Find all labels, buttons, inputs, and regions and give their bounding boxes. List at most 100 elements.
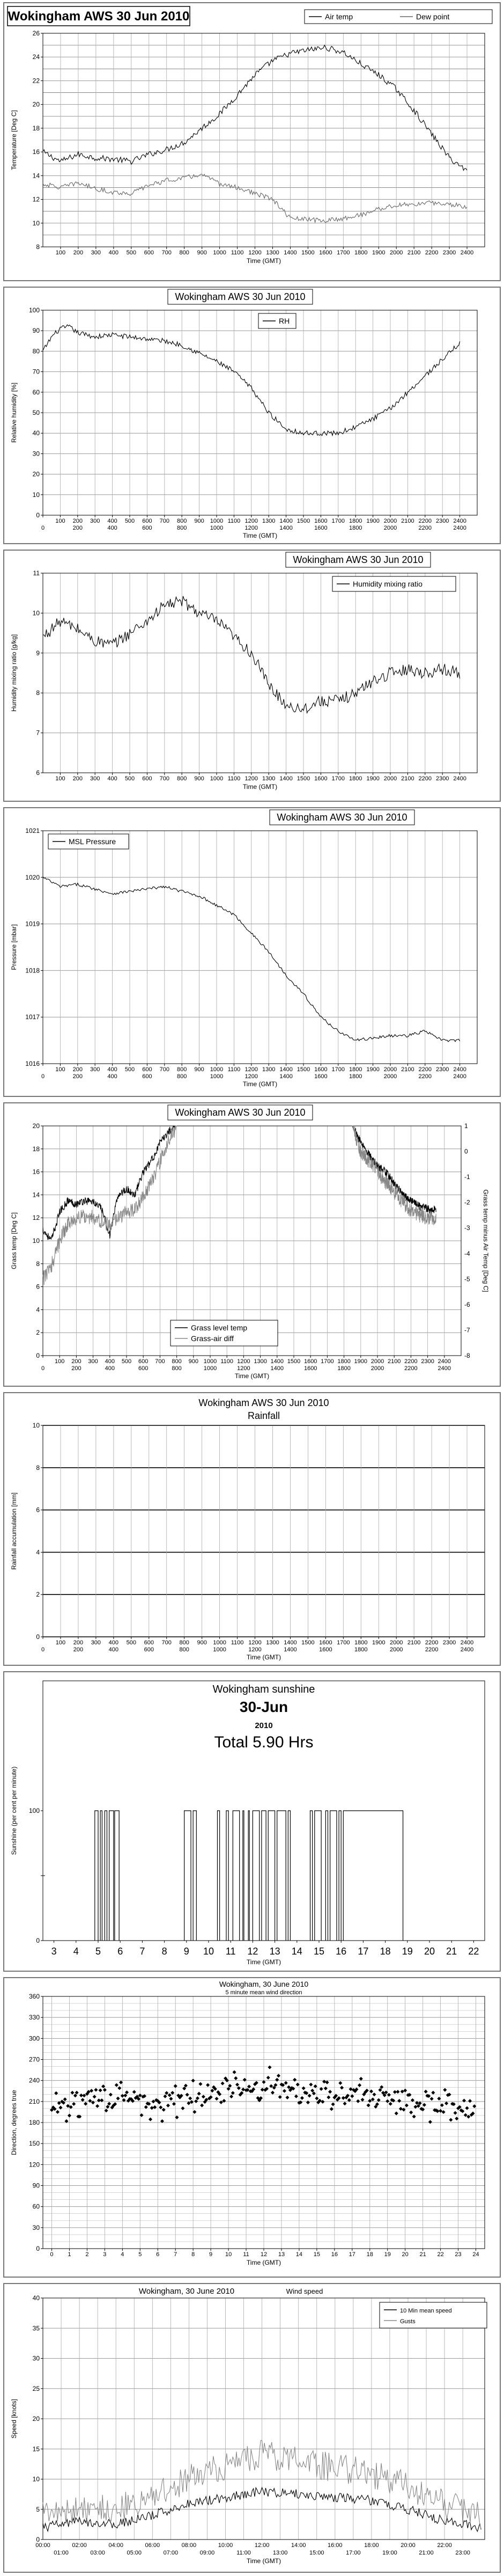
y-tick-label: 10 xyxy=(33,609,40,617)
pres-series-0-line xyxy=(42,876,461,1042)
plot-frame xyxy=(42,573,478,773)
chart-title: Wokingham, 30 June 2010 xyxy=(139,2287,234,2296)
wind-direction-point xyxy=(394,2111,398,2116)
wind-direction-point xyxy=(214,2097,219,2101)
wind-direction-point xyxy=(305,2091,309,2095)
wind-direction-point xyxy=(108,2092,113,2097)
x-tick-label-alt: 1400 xyxy=(271,1365,284,1372)
x-tick-label: 2400 xyxy=(461,1640,473,1646)
x-tick-label: 22 xyxy=(437,2251,443,2258)
sunshine-block xyxy=(343,1810,404,1941)
humidity-chart-panel: 0 10 20 30 40 50 60 70 80 90 100 0 100 200 200 300 400 40… xyxy=(3,287,501,544)
y-tick-label: 180 xyxy=(29,2119,40,2126)
title-box xyxy=(7,6,190,26)
x-tick-label: 2400 xyxy=(453,518,466,524)
wind-direction-point xyxy=(169,2097,173,2101)
wind-direction-point xyxy=(200,2103,204,2107)
wind-direction-point xyxy=(276,2074,281,2078)
wind-direction-point xyxy=(398,2106,403,2111)
x-tick-label-alt: 2400 xyxy=(461,1646,473,1653)
x-tick-label: 19 xyxy=(402,1946,413,1957)
wind-direction-point xyxy=(431,2090,435,2095)
y-axis-label: Sunshine (per cent per minute) xyxy=(10,1767,18,1855)
sunshine-block xyxy=(94,1810,99,1941)
wind-direction-point xyxy=(340,2085,344,2090)
x-tick-label: 03:00 xyxy=(90,2550,105,2556)
sunshine-block xyxy=(261,1810,266,1941)
x-tick-label: 1100 xyxy=(231,1640,244,1646)
x-tick-label: 09:00 xyxy=(200,2550,215,2556)
x-tick-label: 1500 xyxy=(297,1066,310,1073)
sunshine-block xyxy=(287,1810,291,1941)
x-tick-label: 1700 xyxy=(337,250,350,256)
x-tick-label: 2400 xyxy=(453,1066,466,1073)
wind-direction-point xyxy=(49,2108,54,2112)
title-box xyxy=(167,289,313,305)
x-tick-label: 22:00 xyxy=(437,2542,452,2549)
wind-direction-point xyxy=(341,2096,345,2100)
x-tick-label: 2200 xyxy=(425,250,438,256)
x-tick-label: 1900 xyxy=(354,1358,367,1365)
x-tick-label: 2100 xyxy=(407,1640,420,1646)
x-tick-label-alt: 1600 xyxy=(319,1646,332,1653)
x-tick-label-alt: 200 xyxy=(71,1365,81,1372)
x-tick-label: 5 xyxy=(138,2251,142,2258)
wind-direction-point xyxy=(416,2104,420,2108)
x-tick-label: 600 xyxy=(142,1066,152,1073)
x-tick-label: 2200 xyxy=(419,775,432,782)
wind-direction-point xyxy=(366,2103,370,2107)
x-tick-label: 1300 xyxy=(262,1066,275,1073)
wind-direction-point xyxy=(397,2099,402,2103)
wind-direction-point xyxy=(234,2076,238,2080)
wind-direction-point xyxy=(412,2114,416,2119)
x-tick-label: 04:00 xyxy=(108,2542,123,2549)
wind-direction-point xyxy=(136,2097,141,2101)
y-tick-label: 360 xyxy=(29,1993,40,2000)
x-tick-label: 1400 xyxy=(284,250,297,256)
x-tick-label: 17:00 xyxy=(346,2550,361,2556)
wind-direction-point xyxy=(236,2086,241,2090)
x-tick-label: 2000 xyxy=(390,1640,403,1646)
wind-direction-point xyxy=(183,2083,188,2088)
x-tick-label-alt: 2200 xyxy=(419,525,432,531)
wind-direction-point xyxy=(188,2096,192,2101)
legend-label: Dew point xyxy=(416,12,449,21)
wind-direction-point xyxy=(301,2086,306,2090)
wind-direction-point xyxy=(151,2099,155,2104)
wind-direction-point xyxy=(58,2105,63,2110)
wind-direction-point xyxy=(241,2087,246,2091)
title-box xyxy=(285,552,431,568)
temp-series-1-line xyxy=(42,173,468,224)
x-tick-label: 1900 xyxy=(372,250,385,256)
chart-title: Wokingham AWS 30 Jun 2010 xyxy=(198,1397,329,1408)
y-tick-label: 10 xyxy=(33,219,40,227)
x-tick-label: 400 xyxy=(109,250,118,256)
x-tick-label: 100 xyxy=(55,1066,65,1073)
x-tick-label: 600 xyxy=(144,1640,154,1646)
x-tick-label: 1200 xyxy=(248,250,261,256)
x-tick-label-alt: 600 xyxy=(138,1365,148,1372)
x-tick-label: 900 xyxy=(197,250,206,256)
x-axis-label: Time (GMT) xyxy=(247,2557,281,2565)
x-tick-label: 900 xyxy=(194,775,204,782)
wind-direction-point xyxy=(462,2098,466,2103)
legend-label: Air temp xyxy=(325,12,353,21)
sunshine-block xyxy=(109,1810,114,1941)
wind-direction-point xyxy=(163,2094,167,2098)
y-right-tick-label: -5 xyxy=(464,1275,470,1283)
x-tick-label: 400 xyxy=(107,1066,117,1073)
y-tick-label: 26 xyxy=(33,30,40,37)
wind-direction-point xyxy=(465,2106,469,2110)
y-tick-label: 60 xyxy=(33,389,40,396)
legend-label: Humidity mixing ratio xyxy=(353,580,423,588)
x-tick-label: 800 xyxy=(172,1358,181,1365)
x-tick-label-alt: 600 xyxy=(142,1073,152,1080)
x-tick-label-alt: 200 xyxy=(73,1646,83,1653)
x-tick-label: 100 xyxy=(55,518,65,524)
x-tick-label-alt: 1200 xyxy=(248,1646,261,1653)
x-tick-label: 2100 xyxy=(401,775,414,782)
x-tick-label-alt: 800 xyxy=(177,1073,187,1080)
x-tick-label: 500 xyxy=(127,250,136,256)
wind-direction-point xyxy=(429,2097,434,2101)
wind-direction-point xyxy=(179,2094,183,2098)
